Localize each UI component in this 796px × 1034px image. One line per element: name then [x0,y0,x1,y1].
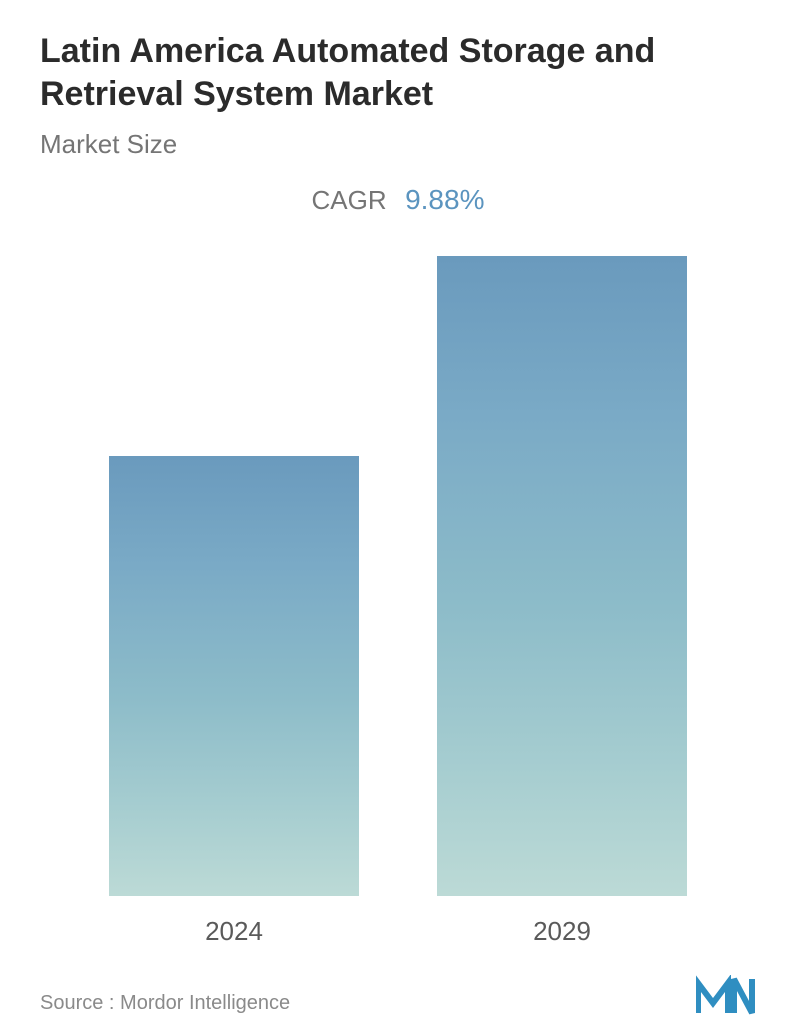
footer: Source : Mordor Intelligence [40,957,756,1025]
cagr-row: CAGR 9.88% [40,184,756,216]
mordor-logo-icon [696,975,756,1015]
cagr-value: 9.88% [405,184,484,215]
bar-group-2029: 2029 [437,256,687,957]
chart-subtitle: Market Size [40,129,756,160]
chart-title: Latin America Automated Storage and Retr… [40,30,756,115]
cagr-label: CAGR [312,185,387,215]
chart-area: 2024 2029 [40,256,756,957]
bar-2024 [109,456,359,896]
bar-group-2024: 2024 [109,256,359,957]
bar-2029 [437,256,687,896]
source-text: Source : Mordor Intelligence [40,992,290,1015]
bar-label-2029: 2029 [533,916,591,947]
bar-label-2024: 2024 [205,916,263,947]
